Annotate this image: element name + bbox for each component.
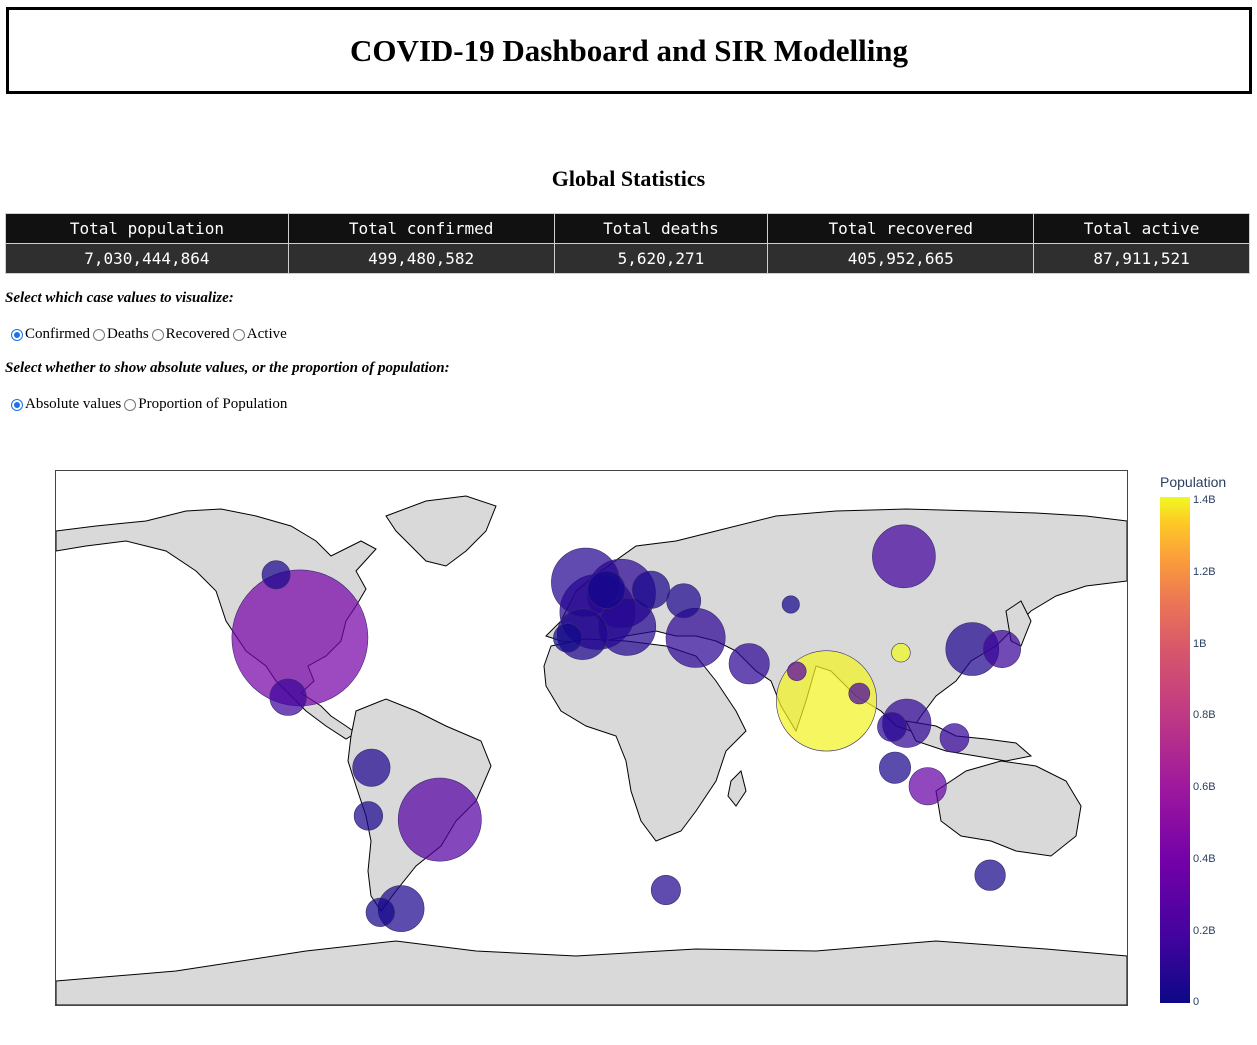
world-map[interactable] [55, 470, 1128, 1006]
country-bubble[interactable] [365, 897, 395, 927]
radio-confirmed[interactable]: Confirmed [8, 326, 90, 343]
colorbar [1160, 497, 1190, 1003]
country-bubble[interactable] [781, 595, 800, 614]
colorbar-tick: 0.6B [1193, 781, 1216, 793]
land-antarctica [56, 940, 1127, 1005]
map-svg[interactable] [56, 471, 1127, 1005]
stats-title: Global Statistics [551, 166, 706, 191]
scale-prompt: Select whether to show absolute values, … [5, 360, 450, 376]
country-bubble[interactable] [397, 777, 482, 862]
stats-header-row: Total population Total confirmed Total d… [5, 213, 1250, 244]
country-bubble[interactable] [908, 767, 947, 806]
country-bubble[interactable] [848, 682, 871, 705]
country-bubble[interactable] [261, 560, 291, 590]
country-bubble[interactable] [872, 524, 936, 589]
radio-recovered-circle[interactable] [151, 328, 164, 341]
radio-proportion-circle[interactable] [124, 398, 137, 411]
col-total-active: Total active [1033, 213, 1250, 244]
page-title: COVID-19 Dashboard and SIR Modelling [349, 33, 909, 68]
radio-proportion-label[interactable]: Proportion of Population [138, 396, 288, 412]
radio-absolute-label[interactable]: Absolute values [25, 396, 122, 412]
stats-value-row: 7,030,444,864 499,480,582 5,620,271 405,… [5, 243, 1250, 274]
value-total-confirmed: 499,480,582 [287, 243, 555, 274]
country-bubble[interactable] [666, 583, 702, 619]
radio-active[interactable]: Active [230, 326, 287, 343]
colorbar-tick: 1B [1193, 638, 1207, 650]
land-greenland [385, 495, 497, 567]
case-prompt: Select which case values to visualize: [5, 290, 234, 306]
stats-table: Total population Total confirmed Total d… [5, 213, 1250, 274]
country-bubble[interactable] [553, 623, 583, 653]
radio-absolute-circle[interactable] [11, 398, 23, 411]
radio-deaths-label[interactable]: Deaths [107, 326, 149, 342]
value-total-active: 87,911,521 [1033, 243, 1250, 274]
radio-active-label[interactable]: Active [246, 326, 287, 342]
title-box: COVID-19 Dashboard and SIR Modelling [6, 7, 1252, 94]
country-bubble[interactable] [631, 570, 670, 609]
colorbar-title: Population [1160, 474, 1227, 490]
country-bubble[interactable] [728, 643, 770, 685]
col-total-deaths: Total deaths [553, 213, 769, 244]
value-total-population: 7,030,444,864 [5, 243, 289, 274]
radio-confirmed-label[interactable]: Confirmed [25, 326, 90, 342]
country-bubble[interactable] [269, 678, 307, 716]
country-bubble[interactable] [353, 801, 384, 831]
col-total-population: Total population [5, 213, 289, 244]
colorbar-tick: 0 [1193, 996, 1200, 1008]
radio-confirmed-circle[interactable] [11, 328, 23, 341]
colorbar-tick: 0.8B [1193, 709, 1216, 721]
land-australia [935, 760, 1082, 857]
radio-recovered-label[interactable]: Recovered [165, 326, 230, 342]
country-bubble[interactable] [665, 607, 726, 668]
country-bubble[interactable] [878, 751, 911, 784]
country-bubble[interactable] [650, 874, 681, 905]
country-bubble[interactable] [939, 723, 970, 753]
country-bubble[interactable] [974, 859, 1006, 891]
country-bubble[interactable] [587, 570, 626, 609]
country-bubble[interactable] [352, 748, 391, 787]
radio-proportion[interactable]: Proportion of Population [121, 396, 287, 413]
radio-deaths[interactable]: Deaths [90, 326, 149, 343]
country-bubble[interactable] [787, 661, 807, 682]
value-total-recovered: 405,952,665 [767, 243, 1035, 274]
radio-absolute[interactable]: Absolute values [8, 396, 121, 413]
value-total-deaths: 5,620,271 [553, 243, 769, 274]
col-total-recovered: Total recovered [767, 213, 1035, 244]
land-africa [543, 638, 747, 842]
scale-radio-group: Absolute values Proportion of Population [8, 396, 287, 413]
colorbar-tick: 1.4B [1193, 494, 1216, 506]
colorbar-tick: 0.2B [1193, 925, 1216, 937]
radio-recovered[interactable]: Recovered [149, 326, 230, 343]
country-bubble[interactable] [982, 630, 1021, 669]
radio-deaths-circle[interactable] [93, 328, 105, 341]
colorbar-tick: 1.2B [1193, 566, 1216, 578]
country-bubble[interactable] [891, 643, 911, 663]
colorbar-tick: 0.4B [1193, 853, 1216, 865]
radio-active-circle[interactable] [232, 328, 245, 341]
case-radio-group: Confirmed Deaths Recovered Active [8, 326, 287, 343]
land-madagascar [727, 770, 747, 807]
country-bubble[interactable] [877, 712, 907, 742]
bubble-layer [231, 524, 1021, 932]
col-total-confirmed: Total confirmed [287, 213, 555, 244]
